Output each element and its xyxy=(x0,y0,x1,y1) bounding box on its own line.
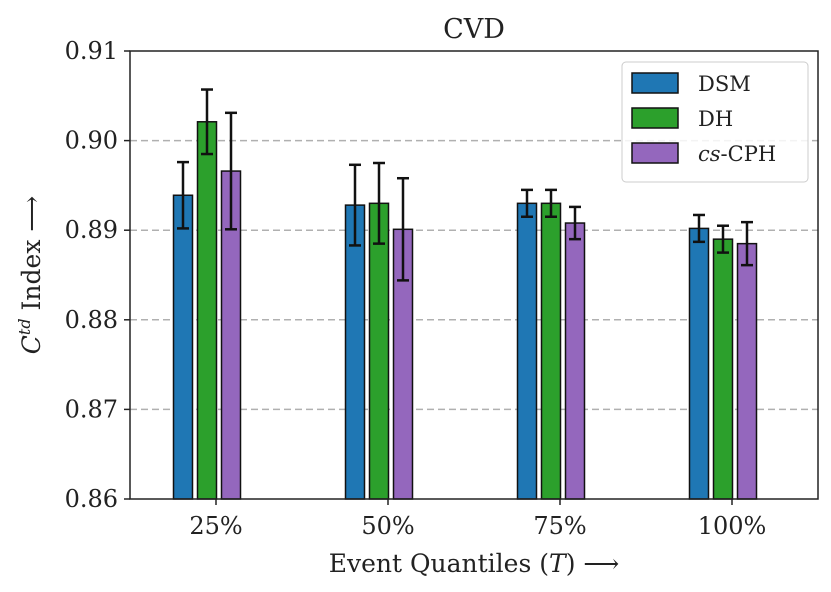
bar-dh-1 xyxy=(196,121,218,500)
bar-dsm-3 xyxy=(516,202,538,500)
y-axis-title-base: C xyxy=(17,335,46,354)
bar-dsm-1 xyxy=(172,194,194,500)
legend-label-dsm: DSM xyxy=(698,72,751,96)
x-axis-title-suffix: ) ⟶ xyxy=(566,549,620,578)
legend-label-text-part: -CPH xyxy=(721,142,777,166)
y-tick-label: 0.91 xyxy=(65,37,118,65)
x-tick-label: 75% xyxy=(533,512,586,540)
x-axis-ticks: 25% 50% 75% 100% xyxy=(189,499,766,540)
bar-cs-cph-3 xyxy=(564,222,586,500)
legend-swatch-dh xyxy=(631,107,679,129)
bar-dh-2 xyxy=(368,202,390,500)
x-tick-label: 25% xyxy=(189,512,242,540)
bar-dh-4 xyxy=(712,238,734,500)
legend-swatch-cs-cph xyxy=(631,142,679,164)
y-axis-title: Ctd Index ⟶ xyxy=(15,196,46,354)
y-tick-label: 0.86 xyxy=(65,485,118,513)
bar-dsm-4 xyxy=(688,227,710,500)
x-axis-title-prefix: Event Quantiles ( xyxy=(329,549,549,578)
x-axis-title-var: T xyxy=(549,549,568,578)
bar-dh-3 xyxy=(540,202,562,500)
legend-label-text-part: DH xyxy=(698,107,733,131)
x-tick-label: 50% xyxy=(361,512,414,540)
y-tick-label: 0.88 xyxy=(65,306,118,334)
plot-frame xyxy=(129,50,819,500)
x-axis-title: Event Quantiles (T) ⟶ xyxy=(329,549,619,578)
error-bars xyxy=(177,88,753,282)
y-tick-label: 0.90 xyxy=(65,127,118,155)
y-axis-title-sup: td xyxy=(15,318,34,335)
legend-label-text-part: DSM xyxy=(698,72,751,96)
legend: DSM DH cs-CPH xyxy=(621,61,809,183)
legend-swatch-dsm xyxy=(631,72,679,94)
y-tick-label: 0.87 xyxy=(65,395,118,423)
x-tick-label: 100% xyxy=(698,512,767,540)
chart-title: CVD xyxy=(443,14,505,45)
legend-label-dh: DH xyxy=(698,107,733,131)
legend-label-cs-cph: cs-CPH xyxy=(698,142,776,166)
y-axis-title-rest: Index ⟶ xyxy=(17,196,46,319)
y-tick-label: 0.89 xyxy=(65,216,118,244)
bar-cs-cph-4 xyxy=(736,242,758,500)
y-axis-ticks: 0.86 0.87 0.88 0.89 0.90 0.91 xyxy=(65,37,130,513)
bar-dsm-2 xyxy=(344,204,366,500)
legend-label-italic-part: cs xyxy=(698,142,721,166)
